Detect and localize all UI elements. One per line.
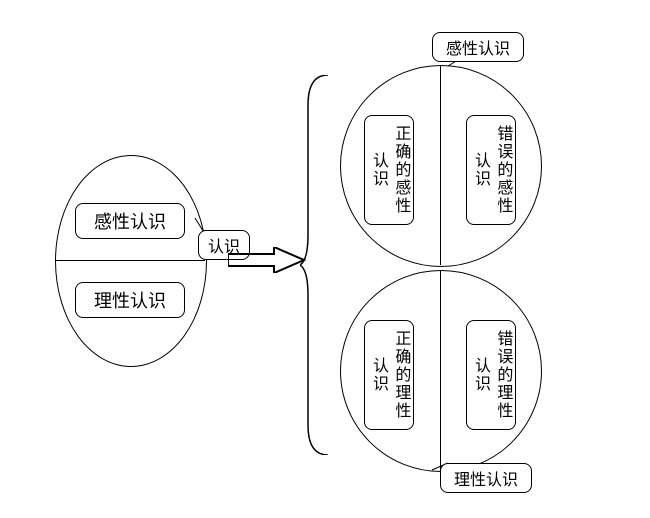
bottom-label-text: 理性认识 <box>454 466 518 490</box>
diagram-root: { "canvas": { "width": 650, "height": 51… <box>0 0 650 518</box>
bottom-label-box: 理性认识 <box>440 463 532 493</box>
bottom-label-leader <box>0 0 650 518</box>
